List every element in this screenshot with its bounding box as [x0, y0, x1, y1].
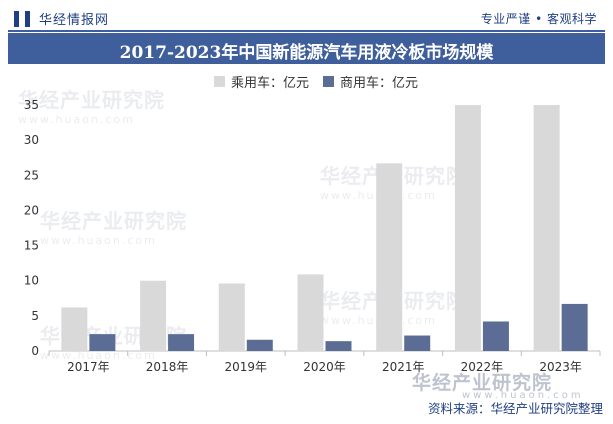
legend-item-commercial[interactable]: 商用车：亿元	[323, 72, 418, 91]
footer-watermark: 华经产业研究院 www.huaon.com	[412, 368, 581, 401]
bar-commercial	[325, 341, 352, 351]
bar-commercial	[168, 334, 195, 351]
bar-passenger	[454, 105, 481, 351]
chart-legend: 乘用车：亿元 商用车：亿元	[0, 72, 613, 91]
slogan-dot: •	[535, 12, 543, 26]
x-tick-label: 2021年	[382, 360, 425, 374]
slogan-left: 专业严谨	[480, 12, 531, 26]
bar-commercial	[404, 335, 431, 351]
y-tick-label: 20	[24, 203, 39, 217]
slogan: 专业严谨 • 客观科学	[481, 10, 597, 27]
bar-passenger	[140, 280, 167, 351]
legend-swatch-commercial	[323, 76, 334, 87]
bar-passenger	[297, 274, 324, 351]
y-tick-label: 15	[24, 239, 39, 253]
footer-mark-text: 华经产业研究院	[412, 372, 553, 394]
x-tick-label: 2023年	[539, 360, 582, 374]
x-tick-label: 2020年	[303, 360, 346, 374]
y-tick-label: 30	[24, 133, 39, 147]
footer-mark-url: www.huaon.com	[462, 390, 584, 401]
bar-commercial	[561, 303, 588, 351]
bar-passenger	[218, 283, 245, 351]
bar-passenger	[61, 307, 88, 351]
title-band: 2017-2023年中国新能源汽车用液冷板市场规模	[8, 33, 605, 64]
x-tick-label: 2022年	[461, 360, 504, 374]
y-tick-label: 25	[24, 168, 39, 182]
y-tick-label: 0	[31, 344, 39, 358]
top-rule	[8, 30, 605, 32]
logo-text: 华经情报网	[39, 13, 110, 28]
bar-commercial	[246, 339, 273, 351]
legend-label-commercial: 商用车：亿元	[340, 76, 419, 91]
top-bar: 华经情报网 专业严谨 • 客观科学	[0, 0, 613, 34]
chart-title: 2017-2023年中国新能源汽车用液冷板市场规模	[119, 43, 494, 63]
x-tick-label: 2019年	[225, 360, 268, 374]
legend-item-passenger[interactable]: 乘用车：亿元	[214, 72, 309, 91]
bar-commercial	[89, 334, 116, 351]
bar-passenger	[376, 163, 403, 351]
y-tick-label: 5	[31, 309, 39, 323]
bar-passenger	[533, 105, 560, 351]
x-tick-label: 2017年	[67, 360, 110, 374]
legend-swatch-passenger	[214, 76, 225, 87]
legend-label-passenger: 乘用车：亿元	[231, 76, 310, 91]
y-tick-label: 35	[24, 98, 39, 112]
brand-logo[interactable]: 华经情报网	[14, 9, 109, 28]
bar-commercial	[482, 321, 509, 351]
y-tick-label: 10	[24, 274, 39, 288]
logo-icon	[14, 10, 32, 27]
x-tick-label: 2018年	[146, 360, 189, 374]
slogan-right: 客观科学	[546, 12, 597, 26]
source-note: 资料来源：华经产业研究院整理	[427, 401, 603, 416]
